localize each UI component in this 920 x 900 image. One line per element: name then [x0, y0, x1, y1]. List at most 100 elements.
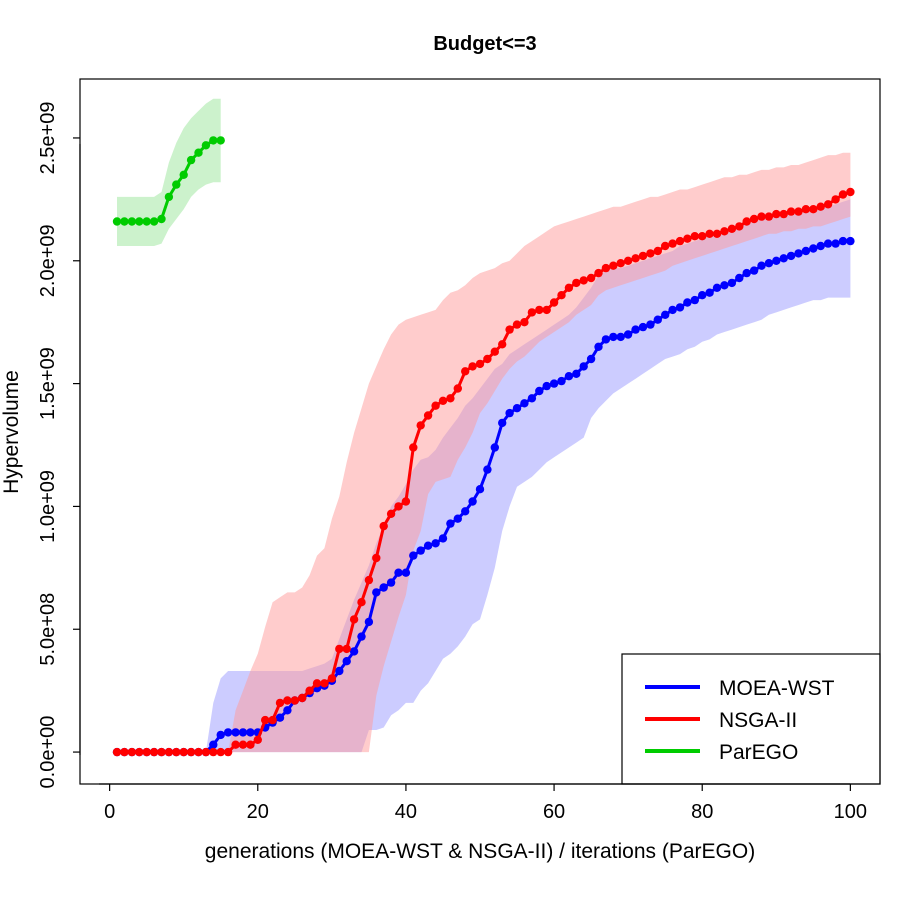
point-nsga-ii-18 — [238, 740, 248, 749]
point-nsga-ii-94 — [801, 205, 811, 214]
point-moea-wst-75 — [661, 310, 670, 319]
x-tick-label-0: 0 — [104, 801, 115, 823]
point-nsga-ii-26 — [298, 693, 307, 703]
point-moea-wst-44 — [431, 539, 440, 548]
point-nsga-ii-16 — [223, 747, 233, 757]
point-moea-wst-45 — [438, 534, 448, 543]
point-nsga-ii-39 — [394, 502, 403, 511]
point-nsga-ii-100 — [846, 187, 855, 197]
point-moea-wst-92 — [786, 251, 796, 261]
legend-label-nsga-ii: NSGA-II — [719, 709, 797, 732]
y-tick-label-2: 1.0e+09 — [37, 470, 59, 543]
x-tick-label-40: 40 — [395, 801, 417, 823]
point-moea-wst-58 — [535, 386, 544, 396]
point-nsga-ii-71 — [631, 254, 640, 263]
legend: MOEA-WST NSGA-II ParEGO — [621, 653, 881, 785]
point-moea-wst-56 — [520, 399, 529, 408]
point-moea-wst-54 — [505, 408, 514, 418]
point-moea-wst-84 — [727, 278, 737, 288]
x-tick-label-60: 60 — [543, 801, 565, 823]
point-nsga-ii-58 — [535, 305, 544, 315]
point-nsga-ii-14 — [209, 747, 218, 757]
point-nsga-ii-53 — [498, 340, 507, 349]
point-nsga-ii-78 — [683, 234, 692, 243]
point-moea-wst-38 — [386, 578, 396, 587]
point-nsga-ii-69 — [616, 259, 625, 268]
point-moea-wst-64 — [579, 362, 588, 371]
point-moea-wst-16 — [223, 728, 233, 737]
point-parego-13 — [201, 141, 211, 150]
point-moea-wst-90 — [772, 256, 781, 265]
point-moea-wst-72 — [638, 322, 648, 332]
point-nsga-ii-96 — [816, 202, 825, 211]
point-moea-wst-55 — [512, 404, 522, 413]
point-moea-wst-61 — [557, 376, 566, 386]
point-parego-12 — [194, 148, 203, 157]
point-nsga-ii-89 — [764, 212, 774, 221]
point-nsga-ii-62 — [564, 283, 574, 292]
point-nsga-ii-57 — [527, 308, 537, 317]
point-moea-wst-37 — [379, 583, 388, 592]
series-lines — [112, 136, 855, 757]
point-nsga-ii-75 — [661, 241, 670, 251]
point-moea-wst-17 — [231, 728, 240, 737]
point-nsga-ii-83 — [720, 227, 729, 236]
point-moea-wst-32 — [342, 657, 351, 666]
point-nsga-ii-35 — [364, 575, 374, 585]
point-nsga-ii-81 — [705, 229, 714, 238]
point-nsga-ii-59 — [542, 305, 551, 315]
points-nsga-ii — [112, 187, 855, 757]
point-nsga-ii-97 — [823, 200, 833, 209]
point-nsga-ii-74 — [653, 246, 662, 256]
point-parego-4 — [135, 217, 144, 226]
point-moea-wst-94 — [801, 246, 811, 256]
point-nsga-ii-76 — [668, 239, 677, 248]
point-nsga-ii-64 — [579, 276, 588, 285]
point-nsga-ii-72 — [638, 251, 648, 261]
x-tick-label-100: 100 — [834, 801, 867, 823]
point-nsga-ii-46 — [446, 394, 455, 403]
point-nsga-ii-15 — [216, 747, 225, 757]
point-nsga-ii-92 — [786, 207, 796, 216]
point-nsga-ii-37 — [379, 521, 388, 531]
point-nsga-ii-60 — [549, 298, 559, 307]
point-nsga-ii-91 — [779, 209, 788, 219]
y-tick-label-5: 2.5e+09 — [37, 102, 59, 175]
point-nsga-ii-82 — [712, 229, 722, 238]
point-nsga-ii-73 — [646, 249, 655, 258]
point-moea-wst-63 — [572, 369, 581, 378]
point-moea-wst-67 — [601, 335, 611, 344]
point-moea-wst-70 — [623, 330, 633, 339]
band-parego — [117, 98, 221, 246]
point-nsga-ii-25 — [290, 696, 299, 705]
point-nsga-ii-45 — [438, 396, 448, 405]
point-moea-wst-50 — [475, 485, 485, 494]
point-moea-wst-49 — [468, 497, 477, 506]
point-moea-wst-69 — [616, 332, 625, 342]
point-parego-11 — [186, 155, 196, 165]
point-moea-wst-62 — [564, 372, 574, 381]
point-moea-wst-36 — [372, 588, 381, 597]
point-nsga-ii-49 — [468, 362, 477, 371]
point-moea-wst-95 — [809, 244, 818, 253]
point-nsga-ii-13 — [201, 747, 211, 757]
point-moea-wst-78 — [683, 298, 692, 307]
point-nsga-ii-54 — [505, 325, 514, 334]
point-nsga-ii-30 — [327, 674, 337, 683]
x-axis-label: generations (MOEA-WST & NSGA-II) / itera… — [205, 840, 755, 863]
point-nsga-ii-9 — [172, 747, 181, 757]
point-moea-wst-41 — [409, 551, 418, 560]
point-nsga-ii-32 — [342, 644, 351, 654]
point-moea-wst-39 — [394, 568, 403, 577]
point-moea-wst-42 — [416, 546, 425, 555]
point-nsga-ii-47 — [453, 384, 462, 393]
point-parego-14 — [209, 136, 218, 145]
point-moea-wst-83 — [720, 281, 729, 290]
point-moea-wst-87 — [749, 266, 759, 275]
point-moea-wst-85 — [735, 273, 744, 283]
point-nsga-ii-67 — [601, 263, 611, 273]
point-moea-wst-33 — [349, 647, 359, 656]
point-moea-wst-98 — [831, 239, 840, 248]
point-nsga-ii-88 — [757, 212, 766, 221]
point-nsga-ii-7 — [157, 747, 166, 757]
